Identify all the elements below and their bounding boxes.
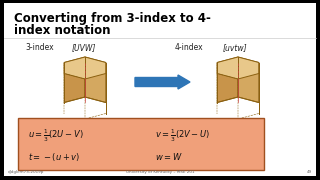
Text: University of Kentucky – MSE 201: University of Kentucky – MSE 201 (126, 170, 194, 174)
Text: Converting from 3-index to 4-: Converting from 3-index to 4- (14, 12, 211, 25)
FancyBboxPatch shape (18, 118, 264, 170)
Text: 49: 49 (307, 170, 312, 174)
Text: 4-index: 4-index (175, 43, 204, 52)
Text: $v = \frac{1}{3}(2V - U)$: $v = \frac{1}{3}(2V - U)$ (155, 128, 210, 144)
FancyBboxPatch shape (4, 3, 316, 176)
Polygon shape (217, 57, 238, 102)
Polygon shape (64, 57, 85, 102)
Text: djdgkim73-2019p: djdgkim73-2019p (8, 170, 44, 174)
FancyArrow shape (135, 75, 190, 89)
Text: $w = W$: $w = W$ (155, 151, 183, 162)
Text: 3-index: 3-index (25, 43, 54, 52)
Text: $u = \frac{1}{3}(2U - V)$: $u = \frac{1}{3}(2U - V)$ (28, 128, 84, 144)
Text: [UVW]: [UVW] (72, 43, 96, 52)
Text: index notation: index notation (14, 24, 110, 37)
Text: [uvtw]: [uvtw] (223, 43, 248, 52)
Polygon shape (217, 57, 259, 79)
Polygon shape (238, 57, 259, 102)
Polygon shape (85, 57, 106, 102)
Text: $t = -(u + v)$: $t = -(u + v)$ (28, 151, 80, 163)
Polygon shape (64, 57, 106, 79)
